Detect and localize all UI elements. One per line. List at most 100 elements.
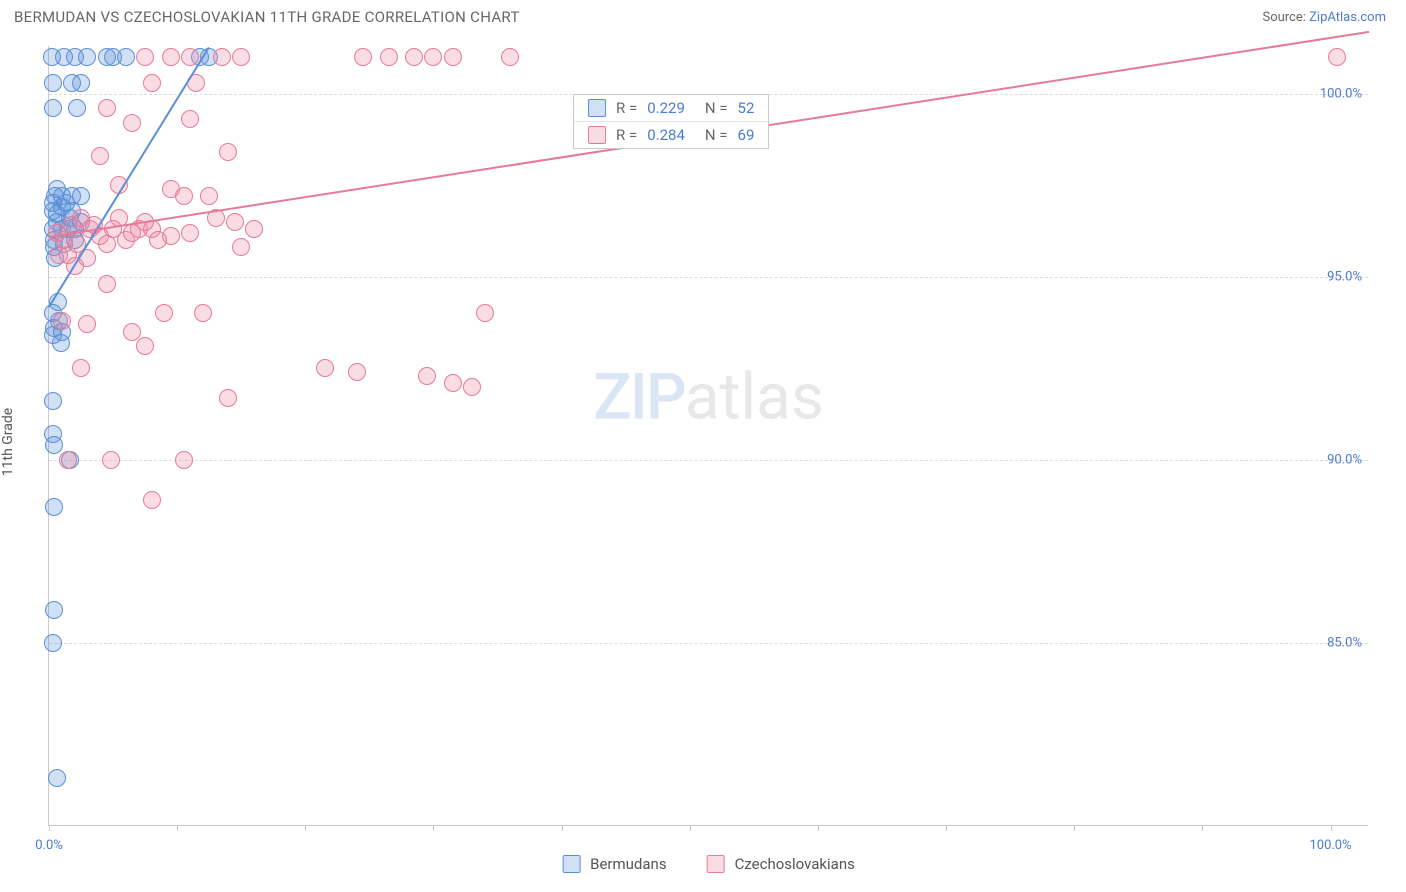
gridline [49, 277, 1368, 278]
chart-header: BERMUDAN VS CZECHOSLOVAKIAN 11TH GRADE C… [0, 0, 1406, 32]
scatter-point [463, 378, 481, 396]
scatter-point [59, 451, 77, 469]
scatter-point [232, 238, 250, 256]
r-label: R = [616, 99, 637, 117]
legend-swatch [562, 855, 580, 873]
r-value: 0.284 [647, 126, 685, 144]
chart-title: BERMUDAN VS CZECHOSLOVAKIAN 11TH GRADE C… [14, 8, 520, 26]
n-label: N = [705, 126, 728, 144]
stat-legend-row: R = 0.284 N = 69 [574, 122, 768, 148]
source-link[interactable]: ZipAtlas.com [1309, 10, 1386, 25]
x-tick [1074, 825, 1075, 831]
scatter-point [44, 425, 62, 443]
x-tick [305, 825, 306, 831]
scatter-point [45, 601, 63, 619]
bottom-legend-item: Czechoslovakians [707, 855, 855, 873]
scatter-point [44, 74, 62, 92]
scatter-point [181, 48, 199, 66]
chart-source: Source: ZipAtlas.com [1262, 10, 1386, 25]
scatter-point [48, 769, 66, 787]
scatter-point [68, 99, 86, 117]
plot-region: ZIPatlas BermudansCzechoslovakians 85.0%… [48, 46, 1368, 826]
scatter-point [245, 220, 263, 238]
scatter-point [98, 275, 116, 293]
scatter-point [476, 304, 494, 322]
scatter-point [155, 304, 173, 322]
watermark: ZIPatlas [593, 359, 824, 434]
scatter-point [444, 374, 462, 392]
watermark-atlas: atlas [685, 359, 824, 434]
gridline [49, 643, 1368, 644]
scatter-point [72, 359, 90, 377]
x-tick [49, 825, 50, 831]
x-tick [177, 825, 178, 831]
scatter-point [53, 312, 71, 330]
legend-label: Bermudans [590, 855, 666, 873]
y-tick-label: 85.0% [1321, 635, 1362, 650]
y-tick-label: 95.0% [1321, 269, 1362, 284]
x-tick [818, 825, 819, 831]
scatter-point [219, 143, 237, 161]
scatter-point [78, 48, 96, 66]
scatter-point [44, 634, 62, 652]
scatter-point [123, 323, 141, 341]
n-label: N = [705, 99, 728, 117]
legend-label: Czechoslovakians [735, 855, 855, 873]
x-tick [433, 825, 434, 831]
source-prefix: Source: [1262, 10, 1309, 25]
scatter-point [181, 110, 199, 128]
scatter-point [162, 48, 180, 66]
scatter-point [175, 451, 193, 469]
n-value: 69 [738, 126, 755, 144]
scatter-point [405, 48, 423, 66]
scatter-point [226, 213, 244, 231]
scatter-point [354, 48, 372, 66]
scatter-point [72, 74, 90, 92]
x-tick-label: 100.0% [1309, 838, 1351, 853]
y-tick-label: 100.0% [1314, 86, 1362, 101]
scatter-point [78, 315, 96, 333]
scatter-point [424, 48, 442, 66]
scatter-point [316, 359, 334, 377]
legend-swatch [707, 855, 725, 873]
legend-swatch [588, 99, 606, 117]
scatter-point [213, 48, 231, 66]
bottom-legend-item: Bermudans [562, 855, 666, 873]
n-value: 52 [738, 99, 755, 117]
y-tick-label: 90.0% [1321, 452, 1362, 467]
scatter-point [380, 48, 398, 66]
scatter-point [91, 147, 109, 165]
scatter-point [136, 337, 154, 355]
r-value: 0.229 [647, 99, 685, 117]
r-label: R = [616, 126, 637, 144]
scatter-point [200, 187, 218, 205]
stat-legend: R = 0.229 N = 52 R = 0.284 N = 69 [573, 94, 769, 149]
scatter-point [181, 224, 199, 242]
x-tick [690, 825, 691, 831]
scatter-point [44, 392, 62, 410]
scatter-point [444, 48, 462, 66]
scatter-point [102, 451, 120, 469]
x-tick [1202, 825, 1203, 831]
scatter-point [123, 114, 141, 132]
gridline [49, 460, 1368, 461]
scatter-point [219, 389, 237, 407]
scatter-point [418, 367, 436, 385]
x-tick [562, 825, 563, 831]
legend-swatch [588, 126, 606, 144]
scatter-point [143, 74, 161, 92]
scatter-point [45, 498, 63, 516]
scatter-point [149, 231, 167, 249]
scatter-point [44, 99, 62, 117]
scatter-point [98, 235, 116, 253]
x-tick [1331, 825, 1332, 831]
scatter-point [117, 48, 135, 66]
scatter-point [98, 99, 116, 117]
x-tick [946, 825, 947, 831]
scatter-point [175, 187, 193, 205]
scatter-point [143, 491, 161, 509]
chart-area: 11th Grade ZIPatlas BermudansCzechoslova… [0, 32, 1406, 852]
watermark-zip: ZIP [593, 359, 685, 434]
scatter-point [48, 180, 66, 198]
y-axis-label: 11th Grade [0, 408, 16, 476]
